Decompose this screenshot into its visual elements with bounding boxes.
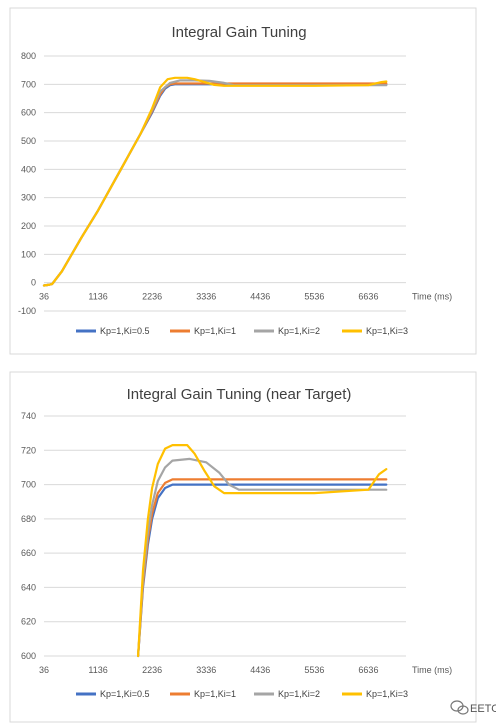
x-tick-label: 6636 [358,292,378,302]
x-tick-label: 1136 [88,665,107,675]
chart-title: Integral Gain Tuning [171,24,306,41]
y-tick-label: 640 [21,582,36,592]
legend-label: Kp=1,Ki=0.5 [100,689,150,699]
x-axis-label: Time (ms) [412,292,452,302]
y-tick-label: 720 [21,445,36,455]
x-tick-label: 2236 [142,292,162,302]
x-tick-label: 3336 [196,292,216,302]
series-line [42,76,388,287]
legend-label: Kp=1,Ki=3 [366,689,408,699]
y-tick-label: 100 [21,249,36,259]
y-tick-label: 700 [21,480,36,490]
y-tick-label: 200 [21,221,36,231]
y-tick-label: 600 [21,651,36,661]
series-line [137,444,388,658]
legend-label: Kp=1,Ki=2 [278,689,320,699]
watermark-text: EETOP [470,703,496,715]
y-tick-label: 700 [21,79,36,89]
chart-panel-top: Integral Gain Tuning -100 0 100 200 300 400 50… [9,7,477,355]
chart-panel-bottom: Integral Gain Tuning (near Target) 600 62… [9,371,477,723]
x-tick-label: 2236 [142,665,162,675]
legend-label: Kp=1,Ki=2 [278,326,320,336]
x-tick-label: 6636 [358,665,378,675]
chart-panel-frame [9,7,477,355]
y-tick-label: -100 [18,306,36,316]
legend-label: Kp=1,Ki=1 [194,689,236,699]
y-tick-label: 660 [21,548,36,558]
legend-label: Kp=1,Ki=0.5 [100,326,150,336]
y-tick-label: 680 [21,514,36,524]
x-tick-label: 1136 [88,292,107,302]
y-tick-label: 800 [21,51,36,61]
x-axis-label: Time (ms) [412,665,452,675]
x-tick-label: 36 [39,292,49,302]
y-tick-label: 0 [31,278,36,288]
x-tick-label: 4436 [250,665,270,675]
legend-label: Kp=1,Ki=3 [366,326,408,336]
y-tick-label: 400 [21,164,36,174]
y-tick-label: 300 [21,193,36,203]
x-tick-label: 5536 [304,292,324,302]
y-tick-label: 620 [21,617,36,627]
x-tick-label: 36 [39,665,49,675]
y-tick-label: 500 [21,136,36,146]
x-tick-label: 5536 [304,665,324,675]
x-tick-label: 3336 [196,665,216,675]
wechat-logo-icon [450,700,469,715]
chart-title: Integral Gain Tuning (near Target) [127,386,352,403]
legend-label: Kp=1,Ki=1 [194,326,236,336]
y-tick-label: 600 [21,108,36,118]
chart-panel-frame [9,371,477,723]
watermark: EETOP [450,700,496,715]
y-tick-label: 740 [21,411,36,421]
x-tick-label: 4436 [250,292,270,302]
